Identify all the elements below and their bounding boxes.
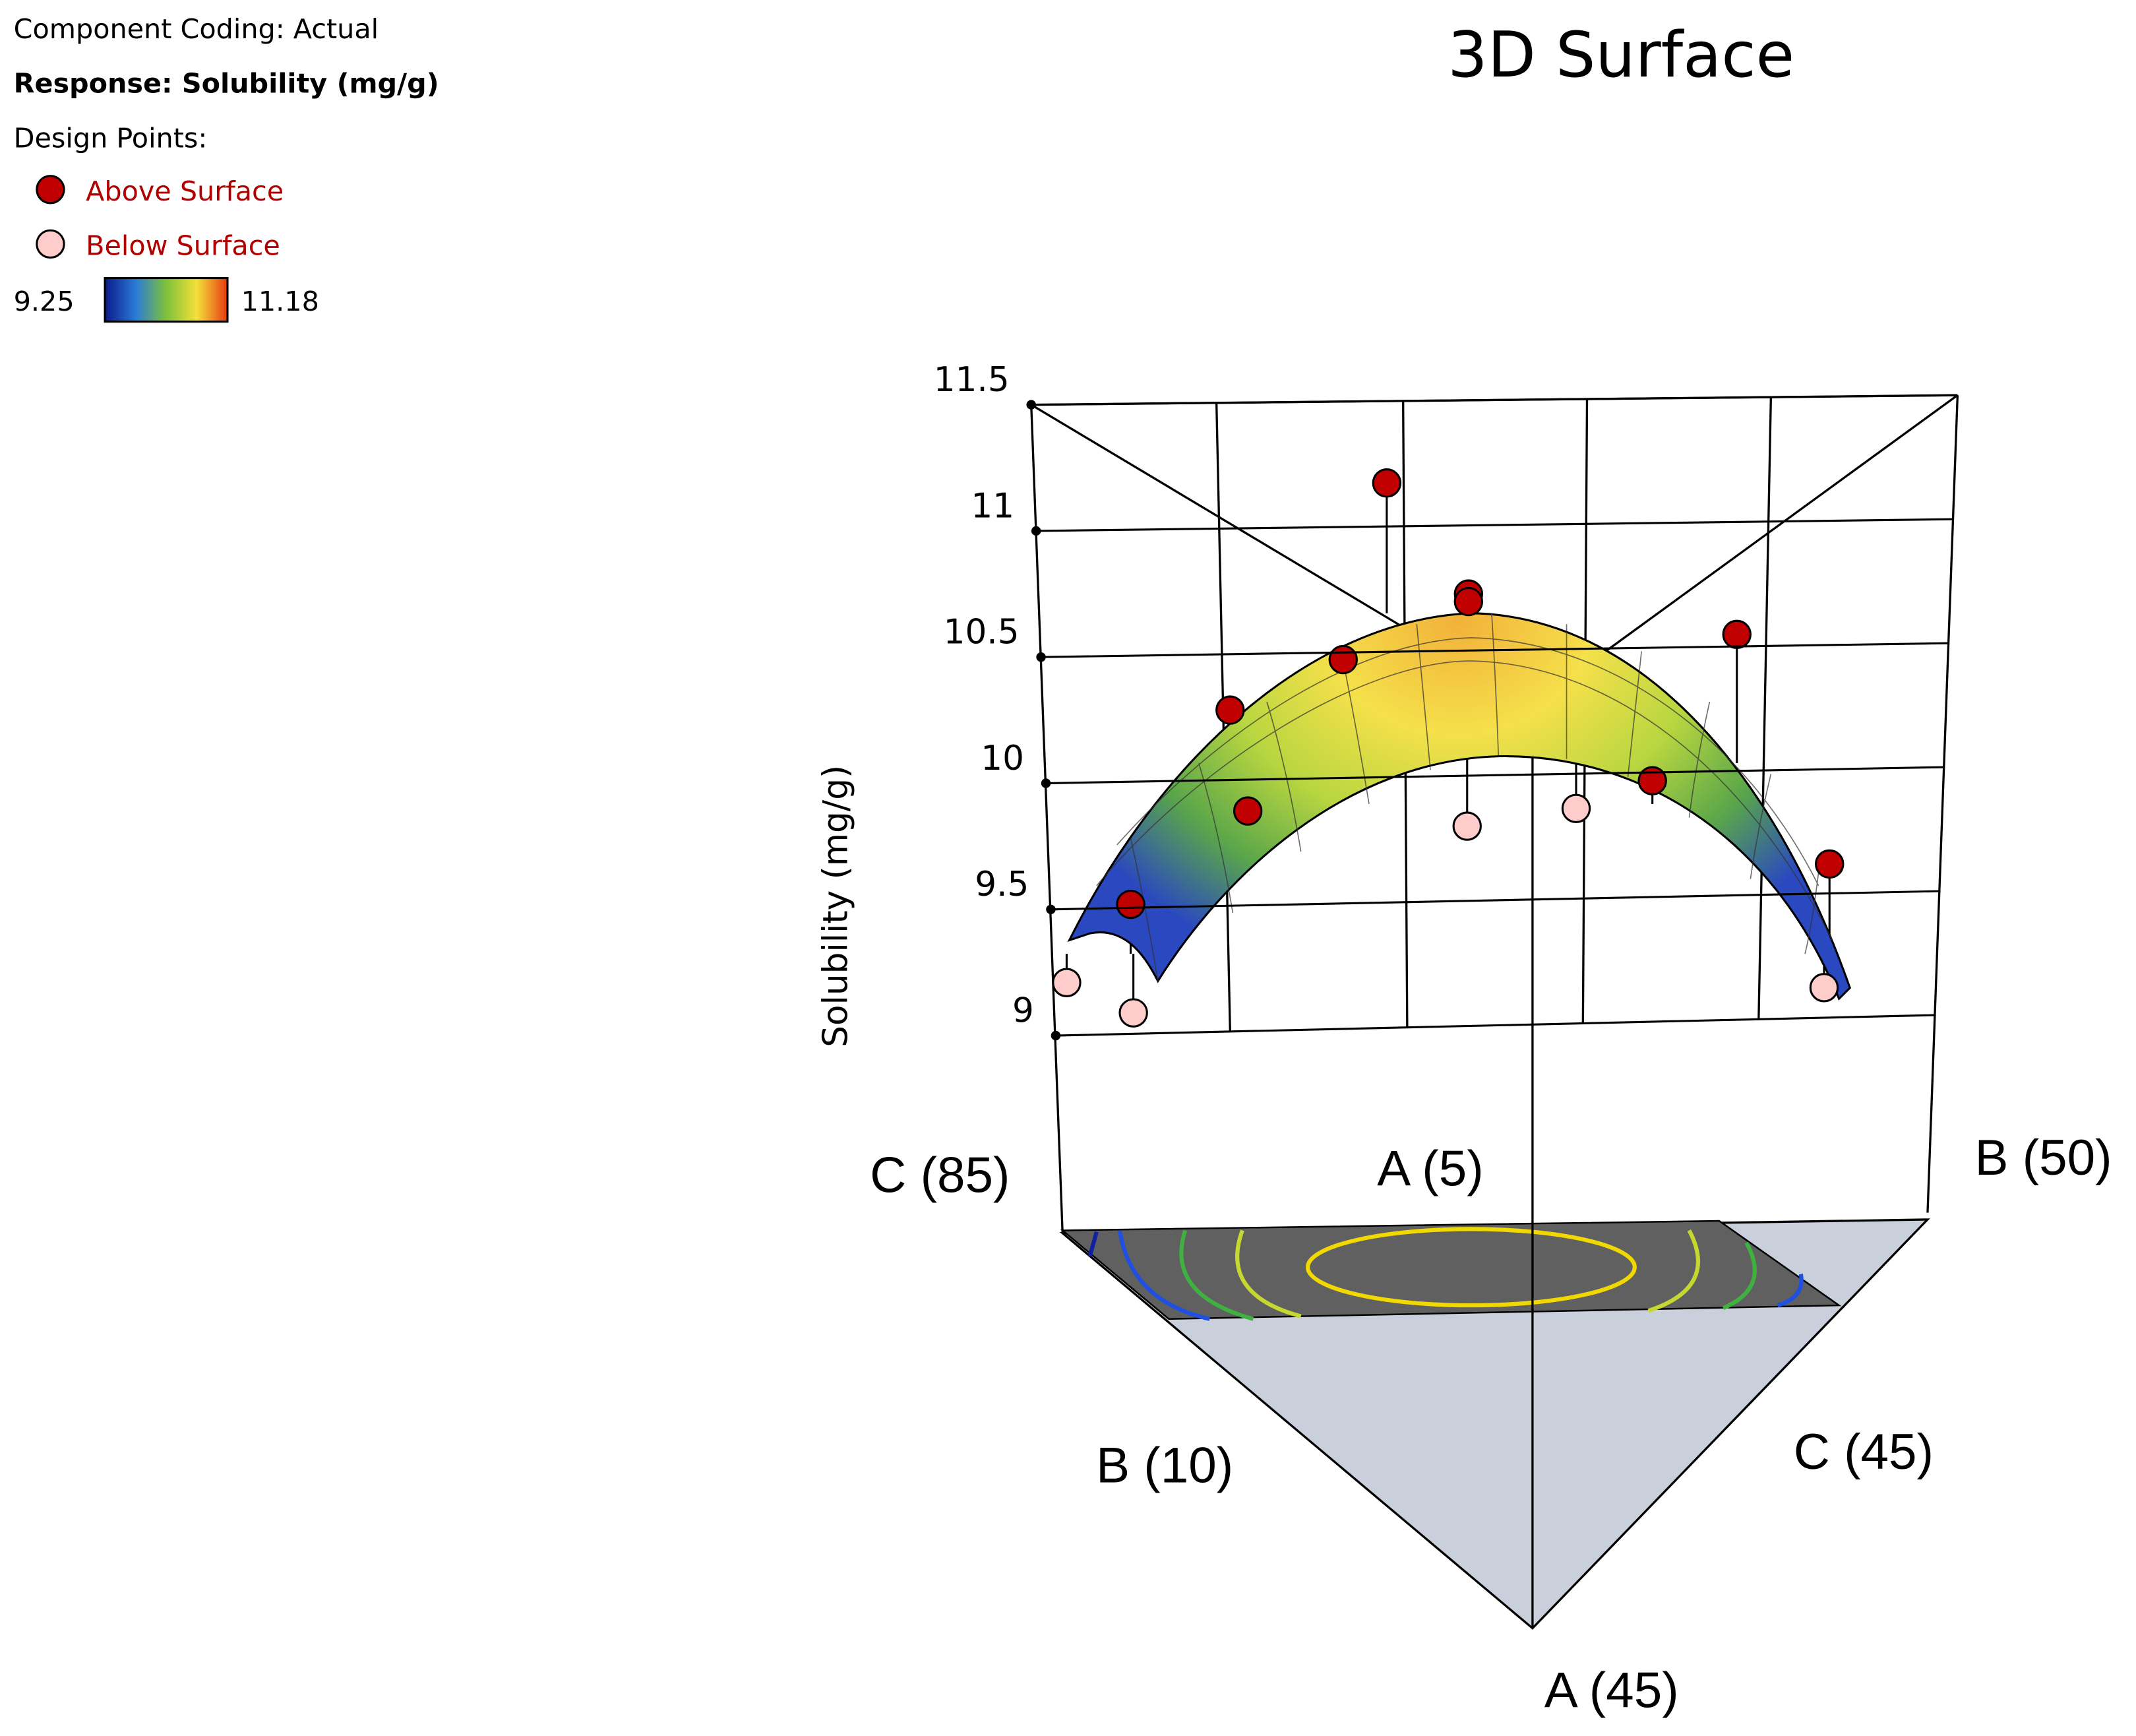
tick-mark	[1036, 652, 1046, 662]
colorbar-min: 9.25	[14, 286, 75, 317]
design-point	[1328, 644, 1358, 675]
tick-mark	[1031, 526, 1041, 536]
colorbar	[104, 277, 229, 323]
vertex-label: C (85)	[870, 1148, 1010, 1204]
contour	[1305, 1227, 1637, 1308]
y-tick-label: 9.5	[975, 865, 1029, 904]
vertex-label: B (50)	[1974, 1130, 2112, 1186]
grid-line	[1046, 766, 1944, 785]
design-point	[1453, 586, 1484, 617]
contour	[1087, 1231, 1099, 1257]
frame-edge	[1926, 395, 1959, 1213]
y-tick-label: 9	[1012, 991, 1034, 1030]
frame-edge	[1030, 404, 1064, 1233]
design-point	[1215, 695, 1245, 725]
tick-mark	[1041, 778, 1051, 788]
legend-marker	[36, 229, 65, 259]
chart-title: 3D Surface	[1448, 19, 1794, 92]
design-point	[1637, 766, 1667, 795]
y-tick-label: 10	[981, 739, 1024, 778]
design-point	[1116, 889, 1145, 919]
design-point	[1815, 849, 1845, 879]
contours	[1087, 1227, 1804, 1321]
design-point	[1052, 968, 1082, 997]
component-coding: Component Coding: Actual	[14, 13, 379, 45]
tick-mark	[1046, 904, 1056, 915]
design-point	[1452, 811, 1482, 841]
design-point	[1561, 793, 1591, 823]
legend-label: Below Surface	[86, 230, 280, 261]
design-point	[1372, 468, 1402, 498]
vertex-label: A (45)	[1544, 1662, 1679, 1718]
contour	[1117, 1230, 1804, 1321]
vertex-label: C (45)	[1794, 1424, 1934, 1480]
design-point	[1722, 619, 1752, 650]
y-tick-label: 10.5	[944, 613, 1020, 652]
colorbar-max: 11.18	[241, 286, 319, 317]
wall-grid	[1757, 396, 1773, 1020]
design-points-label: Design Points:	[14, 122, 208, 154]
response-surface	[1067, 612, 1851, 1001]
vertex-label: A (5)	[1377, 1140, 1483, 1196]
design-point	[1809, 973, 1839, 1003]
grid-line	[1036, 518, 1953, 532]
response-label: Response: Solubility (mg/g)	[14, 68, 439, 100]
grid-line	[1051, 890, 1939, 911]
y-axis-title: Solubility (mg/g)	[816, 765, 855, 1047]
tick-mark	[1051, 1030, 1061, 1041]
grid-line	[1031, 394, 1958, 406]
legend-marker	[36, 175, 65, 204]
design-point	[1233, 796, 1263, 826]
design-point	[1118, 998, 1148, 1028]
vertex-label: B (10)	[1096, 1438, 1233, 1494]
legend-label: Above Surface	[86, 175, 284, 207]
y-tick-label: 11	[971, 486, 1014, 526]
contour	[1179, 1229, 1757, 1321]
tick-mark	[1026, 400, 1036, 410]
contour	[1235, 1229, 1701, 1318]
y-tick-label: 11.5	[934, 360, 1010, 400]
grid-line	[1055, 1014, 1935, 1037]
grid-line	[1041, 642, 1949, 658]
